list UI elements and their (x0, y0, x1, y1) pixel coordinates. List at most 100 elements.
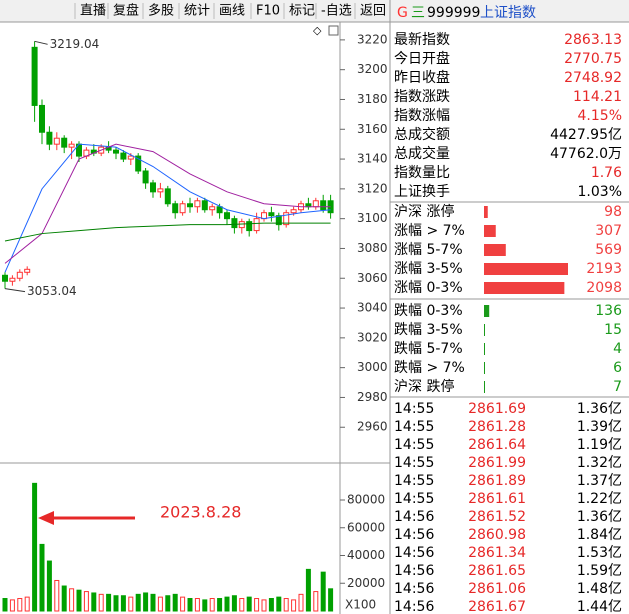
trade-price: 2861.64 (468, 437, 526, 453)
candle-body (201, 200, 208, 211)
icon[interactable]: ◇ (313, 24, 322, 37)
y-tick-label: 3140 (357, 152, 388, 166)
volume-bar (157, 596, 163, 612)
y-tick-label: 3080 (357, 241, 388, 255)
volume-bar (261, 599, 267, 612)
volume-tick-label: 60000 (347, 520, 385, 534)
volume-bar (209, 598, 215, 612)
breadth-value: 7 (613, 379, 622, 395)
toolbar-button[interactable]: 返回 (360, 4, 386, 19)
quote-label: 上证换手 (394, 183, 450, 200)
trade-volume: 1.84亿 (577, 527, 622, 543)
candle-body (120, 152, 127, 160)
candle-body (53, 137, 60, 145)
breadth-value: 98 (604, 204, 622, 220)
toolbar-button[interactable]: 直播 (80, 4, 106, 19)
quote-value: 1.76 (591, 165, 622, 181)
trade-price: 2861.34 (468, 545, 526, 561)
trade-volume: 1.53亿 (577, 545, 622, 561)
breadth-label: 跌幅 > 7% (394, 360, 465, 376)
breadth-bar (484, 305, 490, 317)
toolbar-button[interactable]: 标记 (289, 4, 315, 19)
volume-bar (202, 599, 208, 612)
leader (4, 288, 26, 293)
trade-time: 14:55 (394, 455, 434, 471)
toolbar-button[interactable]: -自选 (321, 4, 352, 19)
breadth-bar (484, 282, 565, 294)
volume-bar (91, 592, 97, 612)
quote-label: 总成交额 (394, 126, 450, 143)
breadth-label: 跌幅 5-7% (394, 341, 463, 357)
volume-bar (98, 593, 104, 612)
volume-bar (61, 585, 67, 612)
volume-bar (69, 588, 75, 612)
quote-label: 最新指数 (394, 32, 450, 48)
volume-bar (17, 598, 23, 612)
trade-price: 2861.52 (468, 509, 526, 525)
quote-label: 指数量比 (394, 165, 450, 181)
candle-body (31, 46, 38, 106)
breadth-bar (484, 225, 496, 237)
y-tick-label: 3000 (357, 360, 388, 374)
volume-bar (83, 591, 89, 612)
toolbar-button[interactable]: 多股 (148, 3, 174, 19)
quote-value: 114.21 (573, 89, 622, 105)
volume-bar (217, 598, 223, 612)
toolbar (0, 0, 629, 22)
breadth-value: 4 (613, 341, 622, 357)
trade-price: 2860.98 (468, 527, 526, 543)
candle-body (209, 206, 216, 211)
toolbar-button[interactable]: 复盘 (113, 3, 139, 19)
volume-bar (194, 598, 200, 612)
candle-body (164, 188, 171, 205)
trade-time: 14:56 (394, 509, 434, 525)
y-tick-label: 3120 (357, 181, 388, 195)
candle-body (290, 209, 297, 214)
candle-body (39, 104, 45, 133)
candle-body (113, 149, 119, 154)
candle-body (216, 206, 223, 214)
trade-volume: 1.32亿 (577, 455, 622, 471)
volume-bar (246, 596, 252, 612)
trade-time: 14:56 (394, 527, 434, 543)
icon[interactable] (328, 25, 339, 36)
toolbar-button[interactable]: 统计 (184, 4, 210, 19)
breadth-value: 2193 (586, 261, 622, 277)
volume-bar (150, 593, 156, 612)
volume-bar (32, 482, 38, 612)
candle-body (231, 218, 238, 229)
volume-bar (135, 593, 141, 612)
moving-average (4, 143, 331, 273)
breadth-bar (484, 263, 568, 275)
volume-bar (187, 598, 193, 612)
code-prefix: G (397, 5, 408, 21)
candle-body (135, 155, 142, 172)
leader (34, 40, 48, 45)
volume-bar (283, 598, 289, 612)
candle-body (142, 170, 149, 184)
quote-label: 今日开盘 (394, 50, 450, 67)
y-tick-label: 3040 (357, 301, 388, 315)
candle-body (172, 203, 179, 214)
trade-time: 14:55 (394, 419, 434, 435)
y-tick-label: 3160 (357, 122, 388, 136)
volume-tick-label: 40000 (347, 548, 385, 562)
breadth-bar (484, 244, 506, 256)
quote-value: 2770.75 (564, 51, 622, 67)
candle-body (194, 200, 201, 208)
trade-volume: 1.19亿 (577, 437, 622, 453)
trade-volume: 1.48亿 (577, 581, 622, 597)
quote-label: 总成交量 (394, 145, 450, 162)
toolbar-button[interactable]: F10 (256, 4, 280, 19)
candle-body (238, 221, 245, 229)
toolbar-button[interactable]: 画线 (219, 4, 245, 19)
trade-volume: 1.59亿 (577, 563, 622, 579)
candle-body (179, 203, 186, 214)
trade-volume: 1.22亿 (577, 491, 622, 507)
trade-volume: 1.36亿 (577, 401, 622, 417)
breadth-label: 跌幅 3-5% (394, 322, 463, 338)
volume-bar (320, 571, 326, 612)
arrow-head (38, 511, 54, 525)
breadth-label: 跌幅 0-3% (394, 303, 463, 319)
